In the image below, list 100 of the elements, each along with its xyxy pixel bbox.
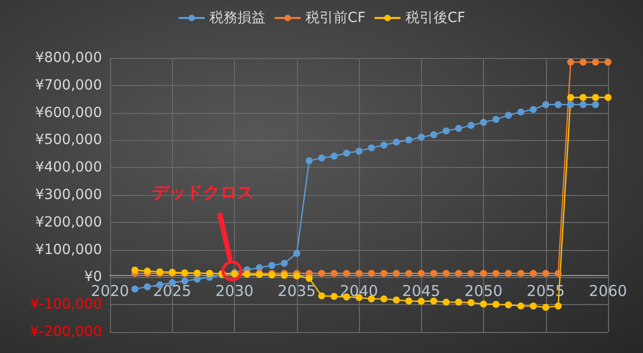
- y-tick-label: ¥500,000: [35, 132, 102, 148]
- point: [530, 106, 537, 114]
- point: [330, 292, 338, 300]
- point: [580, 94, 587, 101]
- point: [468, 122, 475, 129]
- point: [356, 270, 362, 277]
- point: [554, 302, 562, 310]
- point: [293, 272, 300, 280]
- y-tick-label: ¥-100,000: [30, 296, 102, 313]
- x-tick-label: 2030: [215, 282, 254, 300]
- point: [380, 142, 388, 149]
- point: [131, 285, 138, 292]
- point: [542, 101, 550, 108]
- point: [405, 270, 412, 277]
- point: [368, 144, 375, 152]
- point: [517, 302, 524, 310]
- legend-label: 税引前CF: [306, 10, 366, 26]
- point: [442, 298, 450, 306]
- x-tick-label: 2050: [464, 282, 503, 300]
- point: [356, 148, 362, 155]
- x-tick-label: 2060: [588, 282, 628, 300]
- point: [306, 274, 313, 282]
- point: [181, 278, 188, 285]
- y-tick-label: ¥300,000: [35, 187, 102, 203]
- point: [592, 94, 600, 101]
- point: [530, 302, 537, 310]
- point: [343, 270, 350, 277]
- point: [504, 270, 512, 277]
- point: [418, 134, 425, 141]
- point: [430, 298, 438, 305]
- point: [455, 270, 462, 277]
- point: [392, 296, 400, 304]
- point: [492, 116, 500, 123]
- point: [131, 266, 138, 274]
- point: [492, 270, 500, 277]
- point: [542, 270, 550, 277]
- y-tick-label: ¥0: [84, 269, 102, 286]
- x-tick-label: 2040: [340, 282, 378, 300]
- point: [592, 58, 600, 66]
- point: [567, 101, 574, 108]
- y-tick-label: ¥-200,000: [30, 324, 102, 340]
- point: [392, 138, 400, 146]
- point: [492, 300, 500, 308]
- point: [504, 301, 512, 308]
- y-tick-label: ¥700,000: [35, 77, 102, 94]
- point: [480, 270, 487, 277]
- y-tick-label: ¥200,000: [35, 214, 102, 230]
- point: [318, 154, 326, 162]
- point: [580, 101, 587, 108]
- point: [306, 157, 313, 164]
- point: [343, 150, 350, 157]
- point: [542, 304, 550, 311]
- point: [380, 270, 388, 277]
- x-tick-label: 2035: [278, 282, 316, 300]
- point: [604, 58, 612, 66]
- point: [592, 101, 600, 108]
- point: [554, 270, 562, 277]
- point: [517, 270, 524, 277]
- point: [380, 295, 388, 302]
- point: [455, 124, 462, 132]
- point: [392, 270, 400, 277]
- point: [318, 292, 326, 300]
- point: [468, 270, 475, 277]
- point: [280, 260, 288, 267]
- point: [293, 250, 300, 257]
- point: [580, 58, 587, 66]
- point: [418, 298, 425, 305]
- point: [442, 127, 450, 134]
- point: [318, 270, 326, 277]
- y-tick-label: ¥100,000: [35, 242, 102, 258]
- point: [517, 108, 524, 116]
- point: [480, 118, 487, 126]
- y-tick-label: ¥400,000: [35, 160, 102, 176]
- point: [455, 298, 462, 306]
- point: [330, 270, 338, 277]
- point: [468, 299, 475, 306]
- point: [530, 270, 537, 277]
- x-tick-label: 2045: [402, 282, 440, 300]
- legend-label: 税務損益: [210, 10, 266, 26]
- point: [144, 283, 151, 290]
- point: [554, 101, 562, 108]
- point: [430, 131, 438, 138]
- point: [442, 270, 450, 277]
- point: [430, 270, 438, 277]
- point: [330, 152, 338, 160]
- point: [418, 270, 425, 277]
- point: [567, 58, 574, 66]
- point: [405, 136, 412, 144]
- point: [268, 262, 276, 269]
- y-tick-label: ¥600,000: [35, 104, 102, 121]
- point: [405, 298, 412, 305]
- legend-label: 税引後CF: [406, 10, 466, 26]
- point: [567, 94, 574, 101]
- point: [480, 300, 487, 308]
- point: [368, 270, 375, 277]
- point: [604, 94, 612, 101]
- annotation: デッドクロス: [152, 182, 254, 204]
- y-tick-label: ¥800,000: [35, 50, 102, 66]
- point: [256, 264, 263, 272]
- point: [504, 112, 512, 119]
